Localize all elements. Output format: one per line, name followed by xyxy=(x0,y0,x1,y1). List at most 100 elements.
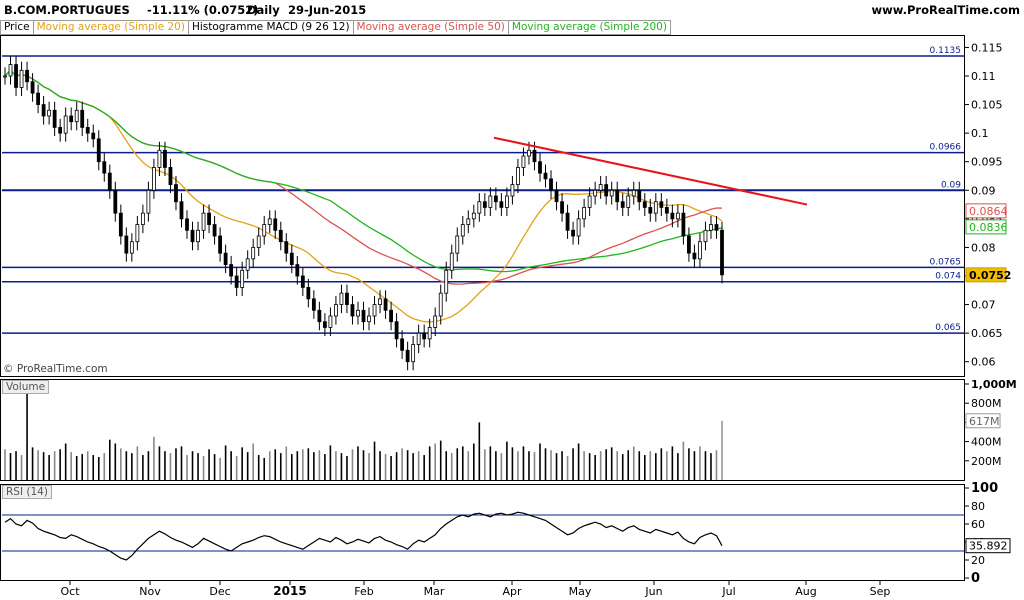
candle-body xyxy=(427,327,432,340)
rsi-panel-label: RSI (14) xyxy=(2,485,52,499)
sma50-line xyxy=(4,69,723,285)
candle-body xyxy=(85,127,90,134)
price-marker-label: 0.0752 xyxy=(969,269,1011,282)
candle-body xyxy=(720,229,724,276)
candle-body xyxy=(74,109,79,123)
candle-body xyxy=(620,201,625,208)
volume-tick-label: 400M xyxy=(971,436,1002,449)
volume-panel-label: Volume xyxy=(2,380,50,394)
trendline xyxy=(493,136,808,206)
level-label: 0.1135 xyxy=(930,46,962,56)
candle-body xyxy=(47,109,52,117)
candle-body xyxy=(698,241,702,260)
price-tick-label: 0.095 xyxy=(971,156,1003,169)
candle-body xyxy=(262,224,267,237)
candle-body xyxy=(201,212,206,231)
price-marker-box xyxy=(965,219,1007,235)
tab-label: Moving average (Simple 200) xyxy=(511,21,667,33)
candle-body xyxy=(334,304,338,317)
level-label: 0.0966 xyxy=(930,143,962,153)
candle-body xyxy=(653,201,658,214)
volume-tick-label: 600M xyxy=(971,416,1002,429)
x-tick-label: Feb xyxy=(354,585,373,598)
candle-body xyxy=(587,195,592,208)
x-tick-label: Dec xyxy=(209,585,230,598)
x-tick-label: 2015 xyxy=(273,584,306,598)
candle-body xyxy=(306,287,311,300)
candle-body xyxy=(637,189,642,203)
sma20-line xyxy=(4,69,723,323)
candle-body xyxy=(615,189,620,203)
price-tick-label: 0.105 xyxy=(971,99,1003,112)
candle-body xyxy=(543,172,548,180)
tab-macd[interactable]: Histogramme MACD (9 26 12) xyxy=(187,20,353,35)
candle-body xyxy=(14,64,18,88)
candle-body xyxy=(25,69,29,83)
candle-body xyxy=(311,298,316,311)
candle-body xyxy=(675,212,680,220)
candle-body xyxy=(576,218,581,237)
rsi-tick-label: 100 xyxy=(971,481,998,496)
x-tick-label: Jul xyxy=(721,585,735,598)
candle-body xyxy=(389,309,393,323)
candle-body xyxy=(256,235,261,248)
candle-body xyxy=(444,269,449,294)
level-label: 0.0765 xyxy=(930,257,962,267)
rsi-tick-label: 60 xyxy=(971,518,985,531)
website-label: www.ProRealTime.com xyxy=(871,3,1020,17)
candle-body xyxy=(196,229,200,243)
candle-body xyxy=(416,332,421,345)
watermark: © ProRealTime.com xyxy=(3,363,108,375)
chart-header: B.COM.PORTUGUES -11.11% (0.0752) Daily 2… xyxy=(0,0,1024,20)
candle-body xyxy=(300,275,305,288)
candle-body xyxy=(709,224,713,231)
candle-body xyxy=(538,161,542,174)
tab-price[interactable]: Price xyxy=(0,20,33,35)
candle-body xyxy=(631,189,636,197)
candle-body xyxy=(400,338,405,351)
candle-body xyxy=(460,224,465,237)
candle-body xyxy=(361,309,366,323)
candle-body xyxy=(554,189,559,203)
price-tick-label: 0.085 xyxy=(971,213,1003,226)
rsi-tick-label: 20 xyxy=(971,554,985,567)
candle-body xyxy=(223,252,228,265)
volume-marker-label: 617M xyxy=(969,415,1000,428)
candle-body xyxy=(356,309,360,317)
candle-body xyxy=(681,212,686,237)
candle-body xyxy=(383,298,388,311)
candle-body xyxy=(714,224,719,231)
candle-body xyxy=(405,349,410,363)
tab-sma200[interactable]: Moving average (Simple 200) xyxy=(507,20,671,35)
candle-body xyxy=(499,201,504,208)
price-marker-box xyxy=(965,267,1007,283)
candle-body xyxy=(157,149,162,168)
candle-body xyxy=(229,264,234,277)
candle-body xyxy=(593,189,598,197)
rsi-panel-frame xyxy=(0,484,965,581)
candle-body xyxy=(212,224,217,237)
candle-body xyxy=(659,201,664,208)
volume-panel-frame xyxy=(0,379,965,481)
sma200-line xyxy=(4,69,723,273)
tab-sma50[interactable]: Moving average (Simple 50) xyxy=(352,20,508,35)
candle-body xyxy=(118,212,123,237)
candle-body xyxy=(604,184,609,197)
price-marker-label: 0.0864 xyxy=(969,205,1008,218)
price-tick-label: 0.1 xyxy=(971,127,989,140)
price-tick-label: 0.11 xyxy=(971,70,996,83)
x-tick-label: Aug xyxy=(795,585,816,598)
candle-body xyxy=(664,207,669,214)
tab-sma20[interactable]: Moving average (Simple 20) xyxy=(32,20,188,35)
date-label: 29-Jun-2015 xyxy=(288,3,367,17)
candle-body xyxy=(328,315,333,328)
rsi-tick-label: 80 xyxy=(971,500,985,513)
candle-body xyxy=(91,132,96,140)
candle-body xyxy=(19,69,24,88)
candle-body xyxy=(549,178,553,191)
candle-body xyxy=(648,207,653,214)
candle-body xyxy=(670,212,675,220)
candle-body xyxy=(289,252,294,265)
x-tick-label: Jun xyxy=(644,585,662,598)
x-tick-label: May xyxy=(569,585,592,598)
